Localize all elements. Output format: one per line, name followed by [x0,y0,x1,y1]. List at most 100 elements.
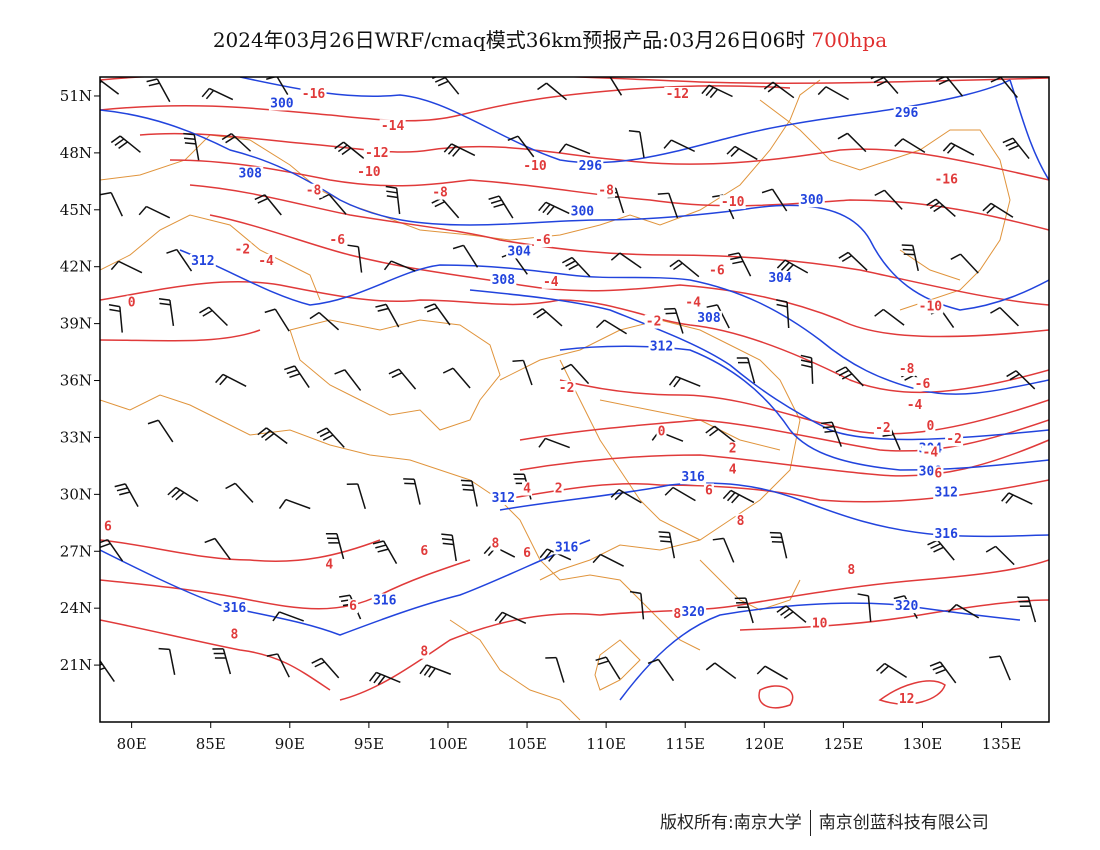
height-contour-label: 308 [492,273,516,288]
wind-barb [935,77,964,97]
wind-barb [201,87,234,101]
latitude-axis: 51N 48N 45N 42N 39N 36N 33N 30N 27N 24N 21N [60,87,100,674]
lon-tick-label: 85E [196,735,226,753]
wind-barb [204,537,231,560]
temperature-contour-label-bg [925,418,936,433]
wind-barb [705,662,737,680]
height-contour-label: 316 [223,601,247,616]
wind-barb [817,86,849,101]
temperature-contour-label-bg [945,432,964,447]
temperature-contour-label: -10 [919,299,943,314]
height-contour-label: 312 [492,491,515,506]
temperature-contour-label-bg [363,145,390,160]
temperature-contour-label: -4 [923,446,939,461]
map-frame [99,76,1050,723]
wind-barb [857,593,872,622]
temperature-contour-label-bg [300,86,327,101]
wind-barb [562,256,591,277]
height-contour-label: 316 [681,470,705,485]
temperature-contour-label-bg [126,295,137,310]
wind-barb [146,78,171,103]
wind-barb [722,489,755,504]
height-contour-label-bg [577,159,604,174]
temperature-contour-label: -16 [302,87,326,102]
temperature-contour-label: -4 [258,254,274,269]
height-contour-label-bg [221,601,248,616]
temperature-contour-label-bg [431,185,450,200]
wind-barb [441,533,457,562]
temperature-contour-label: 12 [899,692,915,707]
temperature-contour-label: 10 [812,616,828,631]
lon-tick-label: 135E [982,735,1022,753]
wind-barb [901,244,919,272]
wind-barb [158,647,176,675]
temperature-contour-label: -6 [329,233,345,248]
temperature-contour-label-bg [233,242,252,257]
wind-barb [383,260,416,272]
wind-barb [272,611,304,622]
longitude-axis: 80E 85E 90E 95E 100E 105E 110E 115E 120E 125E 130E… [117,722,1022,753]
wind-barb [318,193,347,215]
temperature-contour-label-bg [897,362,916,377]
height-contour-label: 320 [895,599,919,614]
temperature-contour-label-bg [846,563,857,578]
wind-barb [595,656,621,680]
temperature-contour-label-bg [522,546,533,561]
height-contour-label: 312 [934,485,957,500]
wind-barb [669,259,700,278]
wind-barb [597,77,623,96]
temperature-contour-label-bg [707,263,726,278]
wind-barb [712,537,735,563]
temperature-contour-label-bg [933,172,960,187]
temperature-contour-label-bg [379,119,406,134]
height-contour-label-bg [798,193,825,208]
temperature-contour-label-bg [522,481,533,496]
height-contour-labels: 300 308 312 296 300 304 308 308 312 304 300 296 316 3… [189,96,960,620]
temperature-contour-label: -2 [559,381,575,396]
wind-barb [100,659,115,682]
copyright-footer: 版权所有:南京大学 南京创蓝科技有限公司 [660,808,989,836]
height-contour-label-bg [767,270,794,285]
height-contour-label: 304 [507,244,531,259]
wind-barb [592,553,624,567]
temperature-contour-label: -10 [523,159,547,174]
temperature-contour-label-bg [490,536,501,551]
wind-barb [835,366,864,387]
temperature-contours [100,77,1049,709]
wind-barb [346,483,367,510]
lat-tick-label: 51N [60,87,92,105]
wind-barb [147,419,174,443]
footer-separator [809,810,811,836]
wind-barb [100,191,123,217]
temperature-contour-label-bg [102,519,113,534]
wind-barb [558,143,591,155]
wind-barb [929,661,957,684]
temperature-contour-label: 6 [523,546,531,561]
wind-barb [560,363,590,385]
wind-barb [507,135,535,158]
temperature-contour-label-bg [348,599,359,614]
wind-barb [334,141,365,159]
wind-barb [442,367,471,389]
wind-barb [199,306,228,327]
temperature-contour-labels: -16 -14 -12 -10 -8 -8 -10 -8 -12 -10 -16 -6 -6 -4 -2 -4… [102,86,964,707]
wind-barb [763,81,795,99]
wind-barb [225,482,254,503]
wind-barb [874,308,905,326]
temperature-contour-label-bg [727,462,738,477]
temperature-contour-label-bg [419,544,430,559]
temperature-contour-label-bg [684,295,703,310]
temperature-contour-label: 0 [658,425,666,440]
wind-barb [388,368,417,390]
temperature-contour-label-bg [810,616,829,631]
height-contour-label: 308 [239,167,263,182]
wind-barb [110,135,141,153]
wind-barb [284,365,310,389]
temperature-contour-label-bg [913,377,932,392]
wind-barb [424,303,451,326]
height-contour-label-bg [371,593,398,608]
wind-barb [494,611,527,624]
lon-tick-label: 95E [354,735,384,753]
wind-barb [1006,370,1036,390]
lon-tick-label: 105E [507,735,547,753]
